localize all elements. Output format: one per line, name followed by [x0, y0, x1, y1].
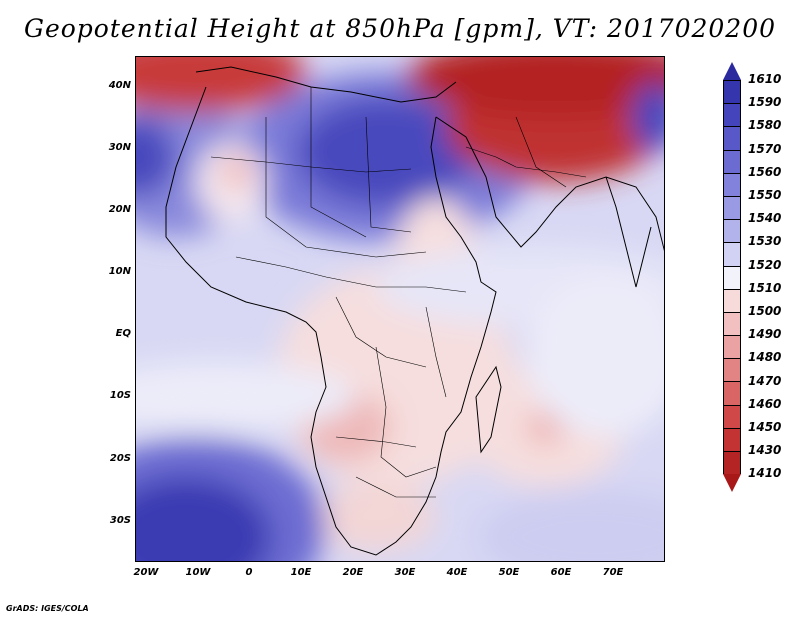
colorbar-segment: [723, 172, 741, 196]
lon-label-20w: 20W: [133, 567, 159, 578]
lon-label-40e: 40E: [446, 567, 468, 578]
page-title: Geopotential Height at 850hPa [gpm], VT:…: [23, 14, 777, 43]
colorbar-level-label: 1430: [748, 443, 782, 458]
colorbar-level-label: 1580: [748, 118, 782, 133]
colorbar-level-label: 1550: [748, 188, 782, 202]
colorbar-segment: [723, 195, 741, 220]
colorbar-bottom-arrow: [723, 474, 741, 493]
colorbar-level-label: 1510: [748, 280, 782, 295]
country-borders: [210, 87, 587, 498]
colorbar-segment: [723, 358, 741, 382]
coastlines: [165, 66, 664, 556]
colorbar-level-label: 1530: [748, 234, 782, 249]
lat-label-eq: EQ: [115, 328, 131, 339]
credit-text: GrADS: IGES/COLA: [6, 604, 89, 613]
colorbar-segment: [723, 219, 741, 243]
lat-label-30s: 30S: [109, 515, 131, 526]
colorbar-level-label: 1560: [748, 164, 782, 179]
mediterranean-coast: [195, 66, 457, 103]
lat-label-10n: 10N: [108, 266, 131, 277]
arabia-coast: [435, 116, 664, 252]
lon-label-10e: 10E: [290, 567, 312, 578]
colorbar-segment: [723, 288, 741, 312]
lat-label-20s: 20S: [109, 453, 131, 464]
lon-label-30e: 30E: [394, 567, 416, 578]
colorbar-level-label: 1590: [748, 95, 782, 110]
lon-label-50e: 50E: [498, 567, 520, 578]
colorbar-level-label: 1480: [748, 350, 782, 365]
lon-label-0: 0: [245, 567, 253, 578]
colorbar-segment: [723, 404, 741, 428]
colorbar-level-label: 1450: [748, 420, 782, 434]
colorbar-segment: [723, 103, 741, 127]
colorbar-level-label: 1490: [748, 327, 782, 342]
lon-label-20e: 20E: [342, 567, 364, 578]
colorbar-segment: [723, 311, 741, 336]
colorbar-segment: [723, 80, 741, 104]
colorbar-segment: [723, 149, 741, 173]
lat-label-40n: 40N: [108, 80, 131, 91]
colorbar-segment: [723, 451, 741, 475]
colorbar-level-label: 1500: [748, 304, 782, 318]
colorbar-level-label: 1470: [748, 373, 782, 388]
lon-label-70e: 70E: [602, 567, 624, 578]
colorbar-level-label: 1570: [748, 141, 782, 156]
colorbar-level-label: 1540: [748, 211, 782, 226]
colorbar-segment: [723, 427, 741, 451]
colorbar-segment: [723, 335, 741, 359]
madagascar-coast: [475, 365, 502, 454]
colorbar-level-label: 1520: [748, 257, 782, 272]
lon-label-60e: 60E: [550, 567, 572, 578]
africa-coast: [165, 86, 497, 556]
height-field: [136, 57, 664, 561]
colorbar-level-label: 1460: [748, 396, 782, 411]
colorbar-segment: [723, 265, 741, 289]
map-panel: [135, 56, 665, 562]
lat-label-20n: 20N: [108, 204, 131, 215]
india-coast: [605, 176, 652, 288]
lat-label-30n: 30N: [108, 142, 131, 153]
colorbar-level-label: 1610: [748, 72, 782, 86]
colorbar-segment: [723, 242, 741, 266]
geopotential-map: [136, 57, 664, 561]
colorbar-segment: [723, 126, 741, 150]
colorbar-top-arrow: [723, 62, 741, 80]
colorbar-segment: [723, 381, 741, 405]
colorbar: [723, 62, 741, 493]
colorbar-level-label: 1410: [748, 466, 782, 481]
lon-label-10w: 10W: [185, 567, 211, 578]
lat-label-10s: 10S: [109, 390, 131, 401]
